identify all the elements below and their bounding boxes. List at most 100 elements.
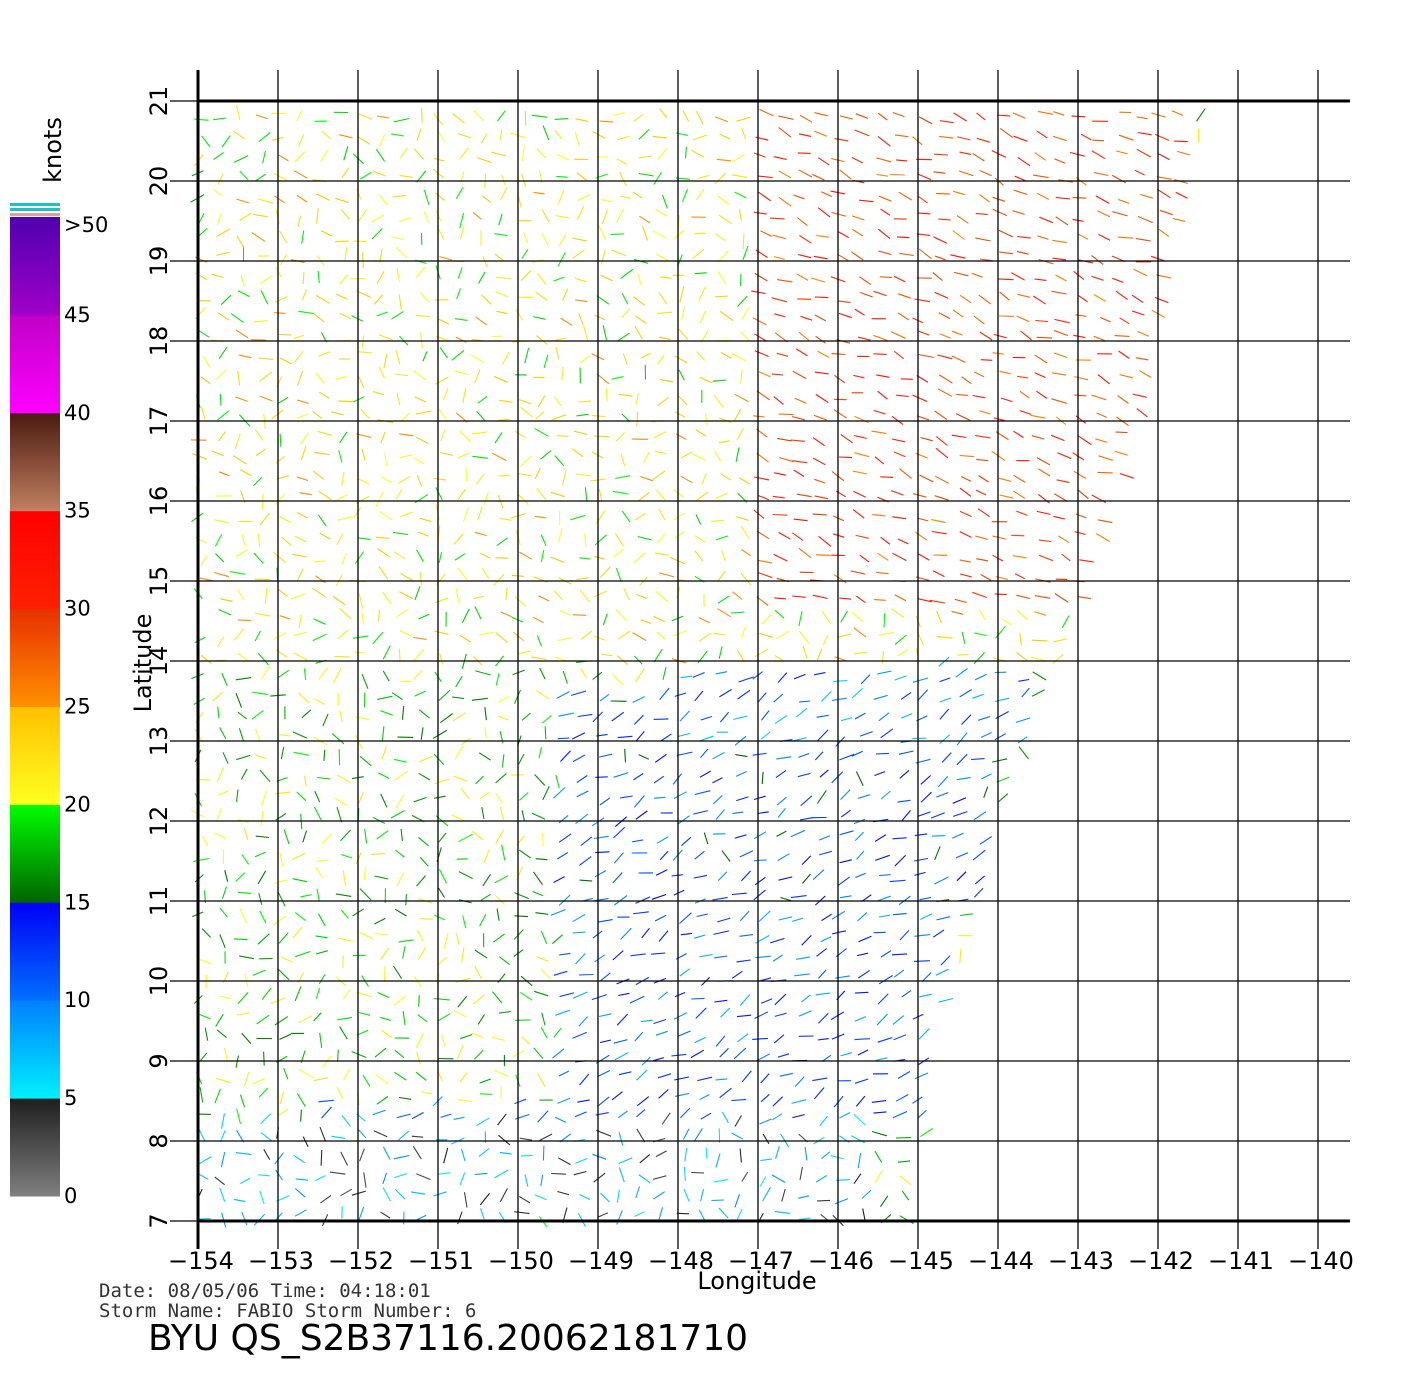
wind-vector bbox=[993, 333, 1007, 339]
wind-vector bbox=[693, 934, 706, 939]
wind-vector bbox=[956, 753, 968, 766]
wind-vector bbox=[514, 595, 527, 607]
wind-vector bbox=[415, 1214, 427, 1221]
wind-vector bbox=[692, 671, 705, 678]
wind-vector bbox=[684, 1147, 688, 1162]
wind-vector bbox=[580, 836, 593, 846]
wind-vector bbox=[615, 609, 627, 622]
wind-vector bbox=[979, 410, 991, 415]
wind-vector bbox=[396, 393, 401, 406]
wind-vector bbox=[696, 351, 706, 361]
wind-vector bbox=[452, 712, 466, 722]
wind-vector bbox=[792, 532, 804, 541]
wind-vector bbox=[653, 648, 663, 663]
wind-vector bbox=[916, 415, 930, 421]
wind-vector bbox=[1013, 430, 1024, 439]
wind-vector bbox=[197, 1156, 212, 1165]
wind-vector bbox=[973, 371, 985, 378]
wind-vector bbox=[976, 137, 990, 143]
wind-vector bbox=[857, 912, 868, 922]
wind-vector bbox=[559, 609, 571, 616]
wind-vector bbox=[433, 795, 446, 799]
wind-vector bbox=[937, 776, 949, 788]
wind-vector bbox=[439, 713, 454, 724]
wind-vector bbox=[703, 832, 709, 845]
wind-vector bbox=[576, 473, 591, 477]
wind-vector bbox=[778, 456, 794, 463]
wind-vector bbox=[339, 710, 343, 723]
wind-vector bbox=[774, 993, 787, 1006]
wind-vector bbox=[857, 1049, 869, 1056]
wind-vector bbox=[880, 476, 894, 478]
wind-vector bbox=[578, 856, 592, 866]
wind-vector bbox=[217, 173, 224, 185]
wind-vector bbox=[201, 407, 206, 420]
wind-vector bbox=[498, 956, 511, 966]
wind-vector bbox=[459, 212, 465, 229]
wind-vector bbox=[601, 209, 609, 225]
wind-vector bbox=[719, 133, 731, 140]
colorbar-cap bbox=[10, 203, 60, 206]
wind-vector bbox=[633, 552, 646, 564]
wind-vector bbox=[979, 836, 993, 845]
wind-vector bbox=[599, 693, 610, 702]
colorbar-label: 0 bbox=[64, 1184, 77, 1208]
wind-vector bbox=[1096, 412, 1107, 418]
wind-vector bbox=[477, 395, 488, 404]
wind-vector bbox=[931, 835, 945, 837]
wind-vector bbox=[377, 548, 390, 558]
wind-vector bbox=[889, 173, 905, 176]
y-tick-label: 11 bbox=[145, 886, 173, 917]
wind-vector bbox=[481, 567, 490, 580]
wind-vector bbox=[682, 1128, 690, 1140]
wind-vector bbox=[491, 452, 507, 461]
wind-vector bbox=[956, 871, 967, 882]
wind-vector bbox=[819, 769, 829, 778]
wind-vector bbox=[558, 814, 569, 824]
wind-vector bbox=[773, 156, 787, 160]
wind-vector bbox=[616, 1189, 620, 1203]
wind-vector bbox=[260, 666, 271, 680]
wind-vector bbox=[416, 475, 423, 487]
wind-vector bbox=[815, 394, 829, 404]
wind-vector bbox=[358, 113, 373, 120]
wind-vector bbox=[731, 352, 746, 362]
wind-vector bbox=[1171, 110, 1184, 116]
wind-vector bbox=[551, 1172, 566, 1175]
wind-vector bbox=[695, 514, 702, 525]
wind-vector bbox=[619, 171, 627, 187]
wind-vector bbox=[1139, 370, 1152, 378]
wind-vector bbox=[535, 912, 549, 915]
wind-vector bbox=[972, 152, 985, 162]
wind-vector bbox=[817, 157, 830, 166]
wind-vector bbox=[817, 350, 830, 358]
wind-vector bbox=[277, 1108, 289, 1117]
wind-vector bbox=[813, 1087, 825, 1100]
wind-vector bbox=[454, 745, 464, 760]
wind-vector bbox=[233, 455, 247, 465]
wind-vector bbox=[855, 872, 866, 879]
wind-vector bbox=[797, 253, 812, 259]
wind-vector bbox=[456, 288, 462, 300]
wind-vector bbox=[275, 1169, 283, 1181]
wind-vector bbox=[918, 330, 930, 336]
wind-vector bbox=[484, 707, 487, 721]
wind-vector bbox=[200, 654, 212, 665]
wind-vector bbox=[356, 1029, 369, 1036]
wind-vector bbox=[297, 512, 308, 519]
x-axis-title: Longitude bbox=[697, 1267, 816, 1295]
wind-vector bbox=[554, 129, 563, 140]
wind-vector bbox=[1073, 334, 1086, 339]
wind-vector bbox=[700, 748, 709, 759]
wind-vector bbox=[860, 674, 871, 685]
wind-vector bbox=[498, 213, 503, 226]
wind-vector bbox=[221, 672, 228, 687]
wind-vector bbox=[840, 610, 848, 623]
wind-vector bbox=[557, 637, 573, 642]
wind-vector bbox=[557, 189, 565, 205]
wind-vector bbox=[996, 776, 1010, 783]
wind-vector bbox=[616, 1013, 629, 1026]
wind-vector bbox=[934, 410, 948, 421]
wind-vector bbox=[375, 148, 386, 162]
wind-vector bbox=[499, 1151, 512, 1155]
